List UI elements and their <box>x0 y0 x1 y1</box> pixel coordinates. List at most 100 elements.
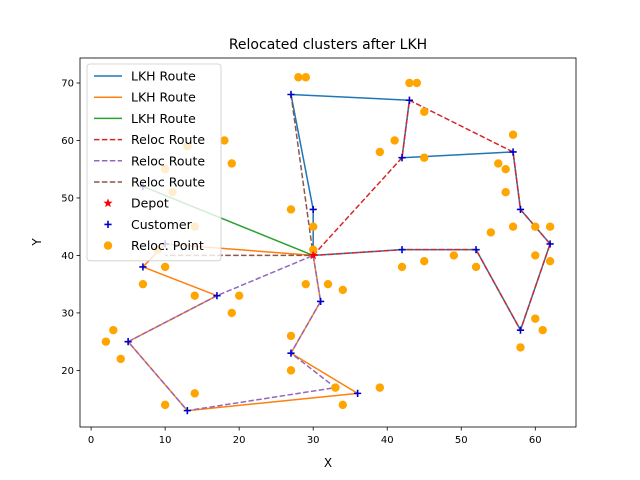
y-tick-label: 70 <box>61 79 74 90</box>
x-tick-label: 30 <box>307 435 320 446</box>
reloc-point <box>294 73 303 82</box>
reloc-point <box>538 325 547 335</box>
reloc-point <box>508 222 518 231</box>
customer-marker <box>472 246 480 254</box>
reloc-point <box>486 228 496 237</box>
reloc-point <box>338 400 348 410</box>
reloc-point <box>375 147 385 157</box>
reloc-point <box>531 222 540 231</box>
reloc-point <box>308 222 318 231</box>
x-axis-label: X <box>324 456 332 470</box>
reloc-point <box>101 337 111 346</box>
customer-marker <box>516 326 525 334</box>
reloc-point <box>190 291 199 300</box>
reloc-point <box>420 256 429 266</box>
reloc-point <box>545 256 555 266</box>
legend-label: Reloc. Point <box>131 238 204 253</box>
reloc-point <box>375 383 385 392</box>
reloc-point <box>138 279 148 289</box>
legend-label: LKH Route <box>131 111 196 126</box>
series-line-4 <box>312 99 551 331</box>
x-tick-label: 20 <box>233 435 246 446</box>
reloc-point <box>301 73 310 82</box>
customer-marker <box>124 338 132 346</box>
reloc-point <box>471 262 481 272</box>
reloc-point <box>286 366 296 375</box>
reloc-point <box>405 78 414 88</box>
y-tick-label: 50 <box>61 193 74 204</box>
reloc-point <box>390 136 399 145</box>
customer-marker <box>287 90 295 99</box>
legend-label: LKH Route <box>131 69 196 84</box>
customer-marker <box>139 263 147 271</box>
reloc-point <box>531 251 540 260</box>
reloc-point <box>323 279 333 289</box>
customer-marker <box>354 389 362 397</box>
reloc-point <box>227 159 236 168</box>
reloc-point <box>420 153 429 162</box>
customer-marker <box>316 297 325 306</box>
reloc-point <box>227 308 236 318</box>
reloc-point <box>301 279 310 289</box>
legend-label: Reloc Route <box>131 153 205 168</box>
legend-label: Reloc Route <box>131 132 205 147</box>
y-tick-label: 30 <box>61 308 74 319</box>
reloc-point <box>420 107 429 116</box>
x-tick-label: 40 <box>381 435 394 446</box>
legend-label: Depot <box>131 196 169 211</box>
reloc-point <box>308 245 318 254</box>
x-tick-label: 10 <box>159 435 172 446</box>
legend-label: Reloc Route <box>131 175 205 190</box>
axes: 0 10 20 30 40 50 60 20 30 40 50 60 70 <box>61 57 577 446</box>
customer-marker <box>213 292 221 300</box>
reloc-point <box>160 400 170 410</box>
customer-marker <box>309 205 317 214</box>
reloc-point <box>397 262 407 272</box>
y-tick-label: 40 <box>61 251 74 262</box>
reloc-point <box>234 291 244 300</box>
legend-swatch-star <box>103 198 113 208</box>
plot-area <box>101 73 555 415</box>
reloc-point <box>501 188 510 197</box>
reloc-point <box>220 136 229 145</box>
y-tick-label: 60 <box>61 136 74 147</box>
customer-marker <box>287 349 295 357</box>
x-tick-label: 60 <box>529 435 542 446</box>
depot-marker <box>308 250 318 260</box>
x-tick-label: 50 <box>455 435 468 446</box>
y-axis-label: Y <box>30 238 44 247</box>
reloc-point <box>412 78 422 88</box>
reloc-point <box>449 251 459 260</box>
reloc-point <box>494 159 503 168</box>
legend-box <box>86 63 222 262</box>
axes-frame <box>79 57 577 428</box>
reloc-point <box>338 285 348 295</box>
reloc-point <box>545 222 555 231</box>
customer-marker <box>516 205 525 214</box>
customer-marker <box>183 407 191 415</box>
series-line-5 <box>127 254 337 412</box>
customer-marker <box>398 246 406 254</box>
reloc-point <box>508 130 518 139</box>
y-tick-label: 20 <box>61 366 74 377</box>
reloc-point <box>516 343 525 352</box>
reloc-point <box>501 165 510 174</box>
legend-swatch-plus <box>104 220 112 228</box>
customer-marker <box>546 240 554 248</box>
reloc-point <box>160 262 170 272</box>
customer-marker <box>509 148 517 156</box>
legend-label: Customer <box>131 217 193 232</box>
reloc-point <box>286 331 296 341</box>
reloc-point <box>531 314 540 323</box>
reloc-point <box>286 205 296 214</box>
legend-label: LKH Route <box>131 90 196 105</box>
legend: LKH Route LKH Route LKH Route Reloc Route Re… <box>86 63 222 262</box>
legend-swatch-dot <box>103 241 113 250</box>
customer-marker <box>405 96 414 104</box>
reloc-point <box>331 383 340 392</box>
reloc-point <box>190 389 199 398</box>
customer-marker <box>398 154 406 162</box>
reloc-point <box>109 325 118 335</box>
reloc-point <box>116 354 125 364</box>
